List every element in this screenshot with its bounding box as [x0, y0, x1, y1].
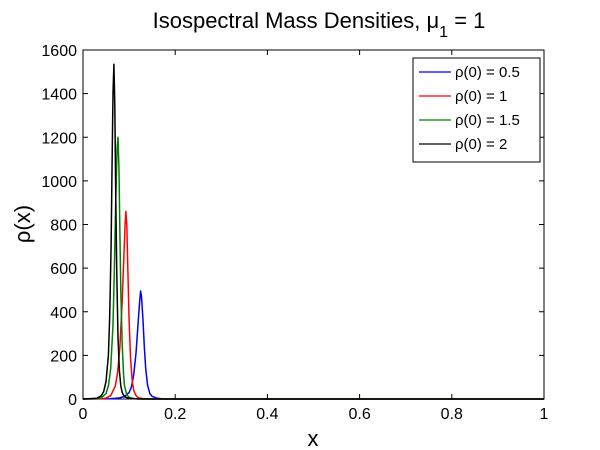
y-tick-label: 1600 [41, 43, 77, 60]
legend-label: ρ(0) = 1.5 [455, 112, 520, 129]
y-tick-label: 1000 [41, 174, 77, 191]
series-line-2 [82, 210, 544, 400]
legend-label: ρ(0) = 1 [455, 88, 507, 105]
legend: ρ(0) = 0.5 ρ(0) = 1 ρ(0) = 1.5 ρ(0) = 2 [412, 57, 541, 163]
axis-ticks: 0 0.2 0.4 0.6 0.8 1 0 200 400 600 800 1000 1200 1400 1… [41, 43, 548, 423]
legend-label: ρ(0) = 0.5 [455, 64, 520, 81]
chart-title: Isospectral Mass Densities, μ1 = 1 [153, 8, 486, 41]
y-tick-label: 800 [50, 218, 77, 235]
x-axis-label: x [308, 426, 319, 450]
series-line-4 [82, 63, 544, 400]
y-tick-label: 400 [50, 305, 77, 322]
y-axis-label: ρ(x) [10, 205, 35, 243]
y-tick-label: 1200 [41, 130, 77, 147]
x-tick-label: 1 [540, 406, 549, 423]
legend-label: ρ(0) = 2 [455, 136, 507, 153]
x-tick-label: 0.8 [441, 406, 463, 423]
x-tick-label: 0 [79, 406, 88, 423]
x-tick-label: 0.2 [164, 406, 186, 423]
legend-box [412, 57, 541, 163]
y-tick-label: 0 [68, 392, 77, 409]
series-lines [82, 63, 544, 400]
y-tick-label: 1400 [41, 87, 77, 104]
y-tick-label: 600 [50, 261, 77, 278]
y-tick-label: 200 [50, 348, 77, 365]
x-tick-label: 0.4 [256, 406, 278, 423]
x-tick-label: 0.6 [348, 406, 370, 423]
